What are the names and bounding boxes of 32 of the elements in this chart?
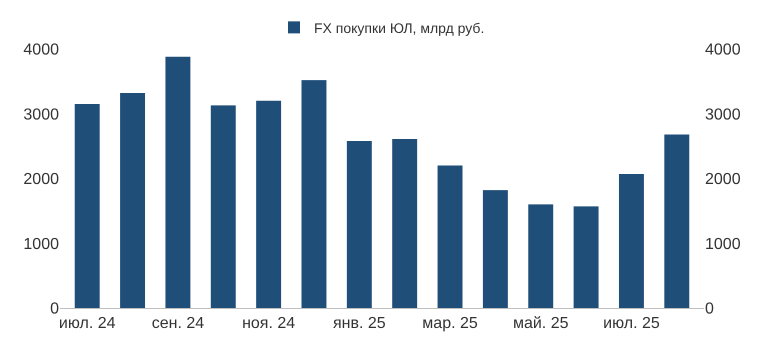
bar [120,93,146,308]
x-tick-label: июл. 25 [603,315,660,332]
y-tick-label: 2000 [23,171,60,188]
bar [392,139,418,308]
bar [346,140,372,308]
y2-tick-label: 4000 [705,42,741,59]
y-tick-label: 4000 [23,42,60,59]
x-tick-label: июл. 24 [58,315,116,332]
x-tick-label: мар. 25 [422,315,478,332]
bar [165,56,190,308]
bar [482,190,508,308]
y2-tick-label: 0 [705,300,714,318]
y-tick-label: 0 [50,300,60,318]
bar [574,206,599,308]
y-tick-label: 1000 [23,236,60,253]
bar [528,204,554,308]
x-tick-label: май. 25 [512,315,569,332]
bar [210,105,236,308]
y-tick-label: 3000 [23,106,60,124]
bar [256,100,282,308]
y2-tick-label: 2000 [705,171,741,188]
x-tick-label: ноя. 24 [242,315,296,332]
bar [438,166,462,308]
x-tick-label: сен. 24 [152,315,204,332]
bar [664,134,690,308]
bar [618,174,644,308]
y2-tick-label: 3000 [705,106,741,124]
bar [74,104,100,308]
legend-label: FX покупки ЮЛ, млрд руб. [314,20,484,36]
bar [302,80,326,308]
y2-tick-label: 1000 [705,236,741,253]
x-tick-label: янв. 25 [332,315,386,332]
